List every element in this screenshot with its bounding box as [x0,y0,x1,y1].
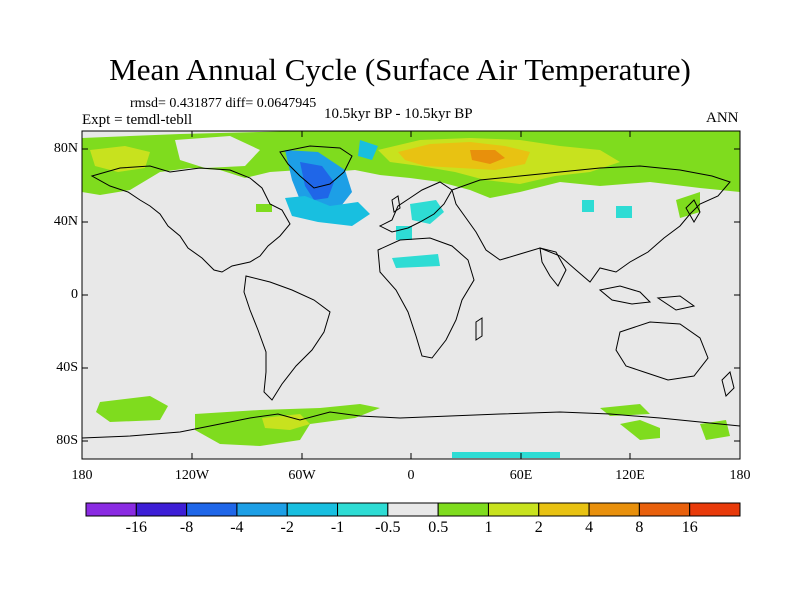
antarctica-peninsula-warm [262,414,310,430]
arctic-ice-gap [175,136,260,168]
lat-label-80s: 80S [56,433,78,448]
lat-label-80n: 80N [53,141,78,156]
lon-label-180w: 180 [71,468,93,483]
lon-label-120w: 120W [174,468,210,483]
colorbar-label: 8 [635,519,644,536]
colorbar-box [186,502,238,517]
atlantic-cool-region [285,196,370,226]
ross-sea-warm-patch [600,404,650,416]
colorbar-label: -4 [230,519,244,536]
colorbar-box [85,502,137,517]
lon-label-60e: 60E [509,468,533,483]
colorbar-box [689,502,741,517]
colorbar-box [387,502,439,517]
lat-label-40s: 40S [56,360,78,375]
colorbar-label: 0.5 [428,519,449,536]
china-cool-patch [616,206,632,218]
anomaly-fields [82,131,740,458]
lat-label-0: 0 [71,287,78,302]
europe-cool-patch [410,200,444,224]
colorbar-box [638,502,691,517]
rmsd-diff-stats: rmsd= 0.431877 diff= 0.0647945 [130,96,317,111]
colorbar-label: -16 [125,519,147,536]
greenland-cold-core [300,162,334,200]
colorbar-box [487,502,540,517]
siberia-warmer-region [398,142,530,170]
colorbar-box [286,502,339,517]
lat-ticks [82,148,740,442]
map-title: Mean Annual Cycle (Surface Air Temperatu… [109,52,691,87]
experiment-label: Expt = temdl-tebll [82,112,193,128]
colorbar [85,502,741,517]
lon-label-0: 0 [407,468,415,483]
map-background [82,131,740,459]
colorbar-label: 1 [484,519,493,536]
alaska-warm-region [90,146,150,172]
season-label: ANN [706,110,739,126]
colorbar-label: -1 [330,519,345,536]
japan-warm-patch [676,192,700,218]
period-label: 10.5kyr BP - 10.5kyr BP [324,106,473,122]
colorbar-label: -0.5 [375,519,401,536]
colorbar-label: 16 [681,519,698,536]
lat-label-40n: 40N [53,214,78,229]
colorbar-box [337,502,389,517]
siberia-hot-core [470,150,505,164]
colorbar-label: -8 [179,519,194,536]
colorbar-box [588,502,640,517]
lon-label-60w: 60W [288,468,316,483]
southern-ocean-warm-patch [96,396,168,422]
asia-cool-patch [582,200,594,212]
colorbar-box [135,502,188,517]
colorbar-box [236,502,288,517]
colorbar-box [538,502,590,517]
canada-warm-patch [256,204,272,212]
coastlines [82,145,740,439]
colorbar-label: -2 [280,519,294,536]
east-antarctica-warm-patch [620,420,660,440]
barents-cool-patch [358,140,378,160]
lon-ticks [191,131,631,459]
lon-label-120e: 120E [615,468,645,483]
sahara-cool-patch [392,254,440,268]
colorbar-box [437,502,489,517]
south-pole-cool-band [452,452,560,458]
colorbar-label: 4 [585,519,594,536]
mediterranean-cool-patch [396,226,412,240]
antarctica-east-edge [700,420,730,440]
colorbar-label: 2 [534,519,543,536]
lon-label-180e: 180 [729,468,751,483]
